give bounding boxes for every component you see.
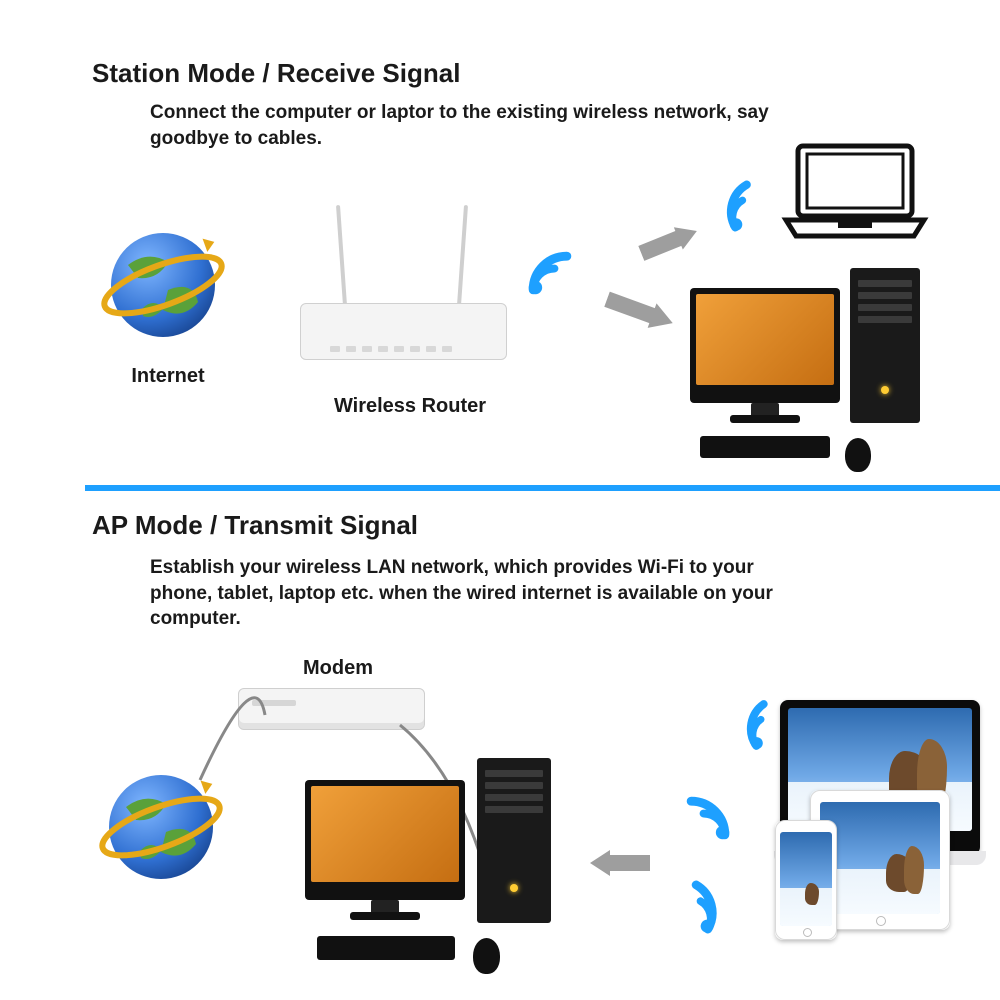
wifi-icon bbox=[680, 790, 736, 846]
arrow-icon bbox=[590, 845, 650, 876]
desktop-pc-icon bbox=[305, 758, 580, 968]
device-stack-icon bbox=[770, 700, 990, 950]
infographic: Station Mode / Receive Signal Connect th… bbox=[0, 0, 1000, 1000]
